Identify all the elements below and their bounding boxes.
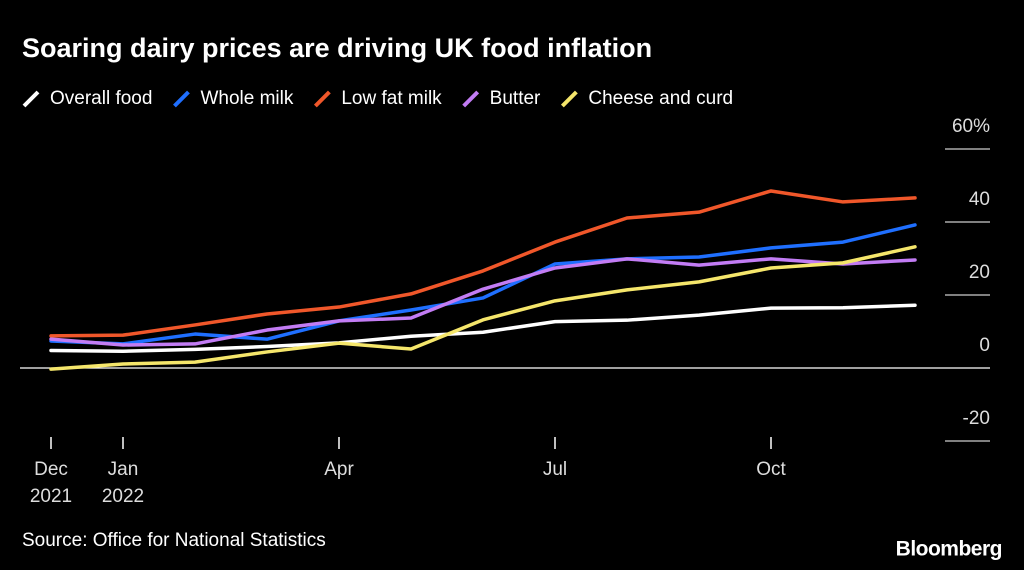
legend-label: Butter [490, 88, 541, 109]
series-line [49, 257, 917, 347]
series-line [49, 189, 917, 338]
legend-swatch [22, 90, 40, 108]
x-tick-label: Dec [34, 459, 68, 480]
legend-swatch [173, 90, 190, 108]
legend-label: Whole milk [200, 88, 293, 109]
brand: Bloomberg [896, 538, 1002, 561]
x-tick-label: Jan [108, 459, 139, 480]
y-tick-label: 0 [979, 335, 990, 356]
x-tick-year: 2022 [102, 486, 144, 507]
y-tick-label: -20 [963, 408, 990, 429]
legend-label: Low fat milk [341, 88, 442, 109]
legend-swatch [313, 90, 331, 108]
chart-title: Soaring dairy prices are driving UK food… [22, 33, 652, 63]
x-tick-label: Jul [543, 459, 567, 480]
series-line [49, 245, 917, 371]
y-tick-label: 40 [969, 189, 990, 210]
x-tick-year: 2021 [30, 486, 72, 507]
series-line [49, 223, 917, 346]
legend-swatch [560, 90, 578, 108]
x-tick-label: Apr [324, 459, 354, 480]
x-tick-label: Oct [756, 459, 786, 480]
legend-label: Cheese and curd [588, 88, 733, 109]
y-tick-label: 60% [952, 116, 990, 137]
y-tick-label: 20 [969, 262, 990, 283]
legend-swatch [462, 90, 480, 108]
series-line [49, 303, 917, 353]
source: Source: Office for National Statistics [22, 530, 326, 551]
legend-label: Overall food [50, 88, 152, 109]
